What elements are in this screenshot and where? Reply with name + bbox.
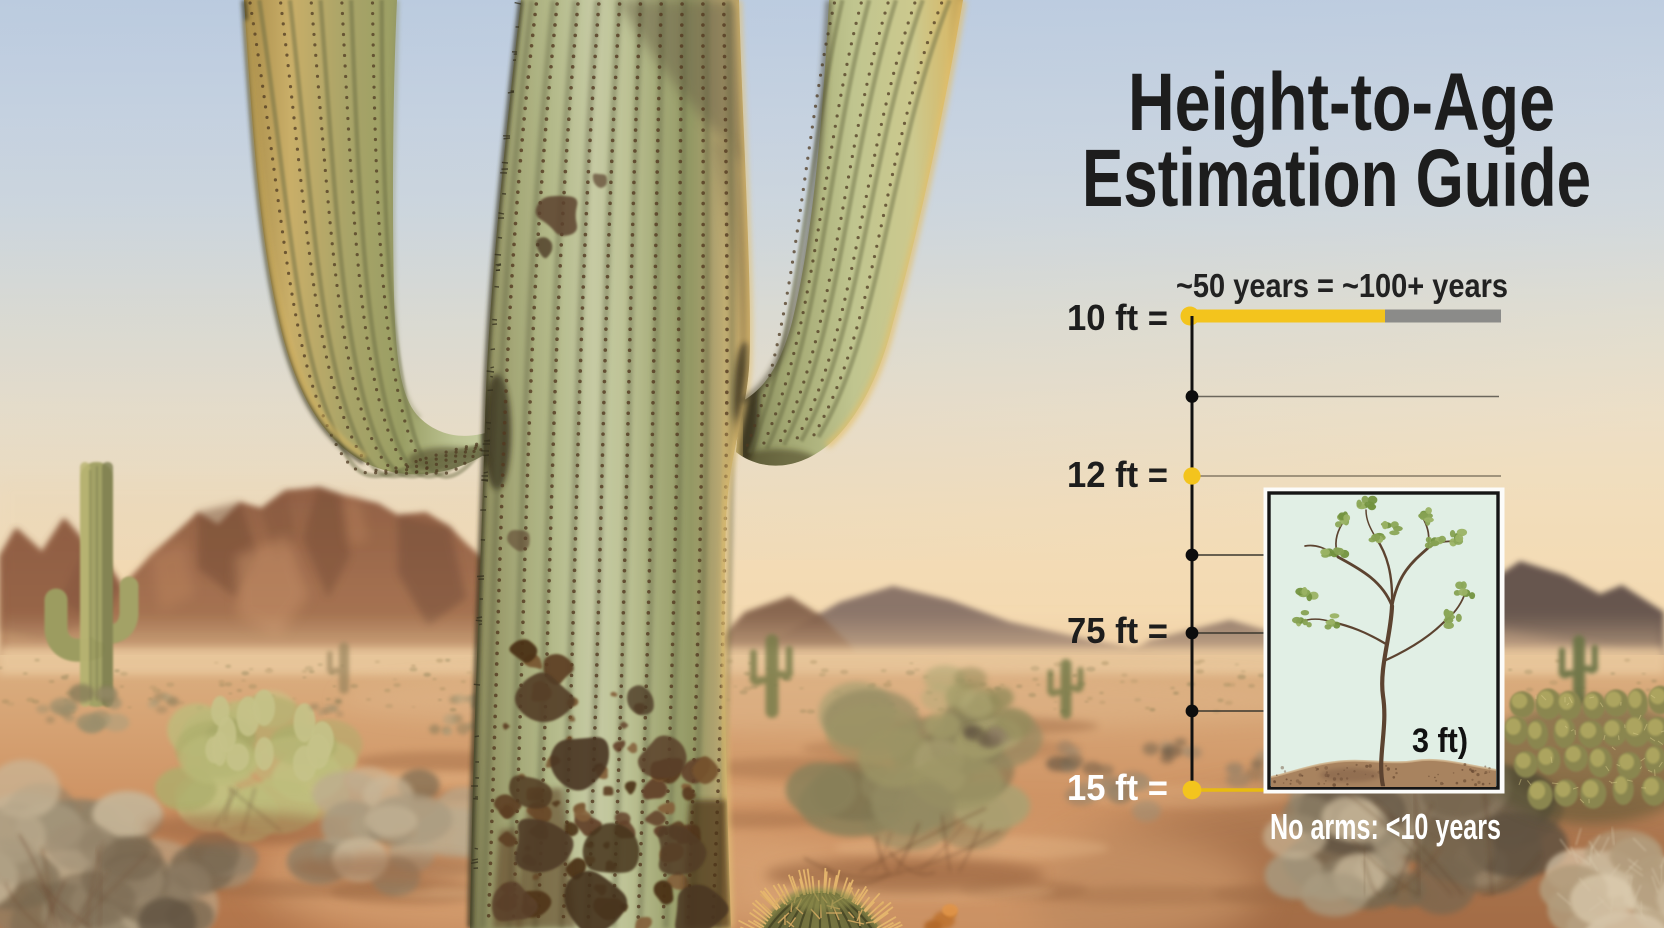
svg-text:No arms: <10 years: No arms: <10 years [1270, 806, 1501, 847]
svg-text:~50 years = ~100+ years: ~50 years = ~100+ years [1176, 267, 1508, 304]
svg-text:75 ft =: 75 ft = [1067, 610, 1168, 651]
svg-text:15 ft =: 15 ft = [1067, 767, 1168, 808]
svg-text:10 ft =: 10 ft = [1067, 297, 1168, 338]
svg-text:12 ft =: 12 ft = [1067, 454, 1168, 495]
svg-text:Estimation Guide: Estimation Guide [1082, 133, 1591, 224]
svg-text:Height-to-Age: Height-to-Age [1128, 57, 1555, 148]
svg-text:3 ft): 3 ft) [1412, 722, 1468, 760]
